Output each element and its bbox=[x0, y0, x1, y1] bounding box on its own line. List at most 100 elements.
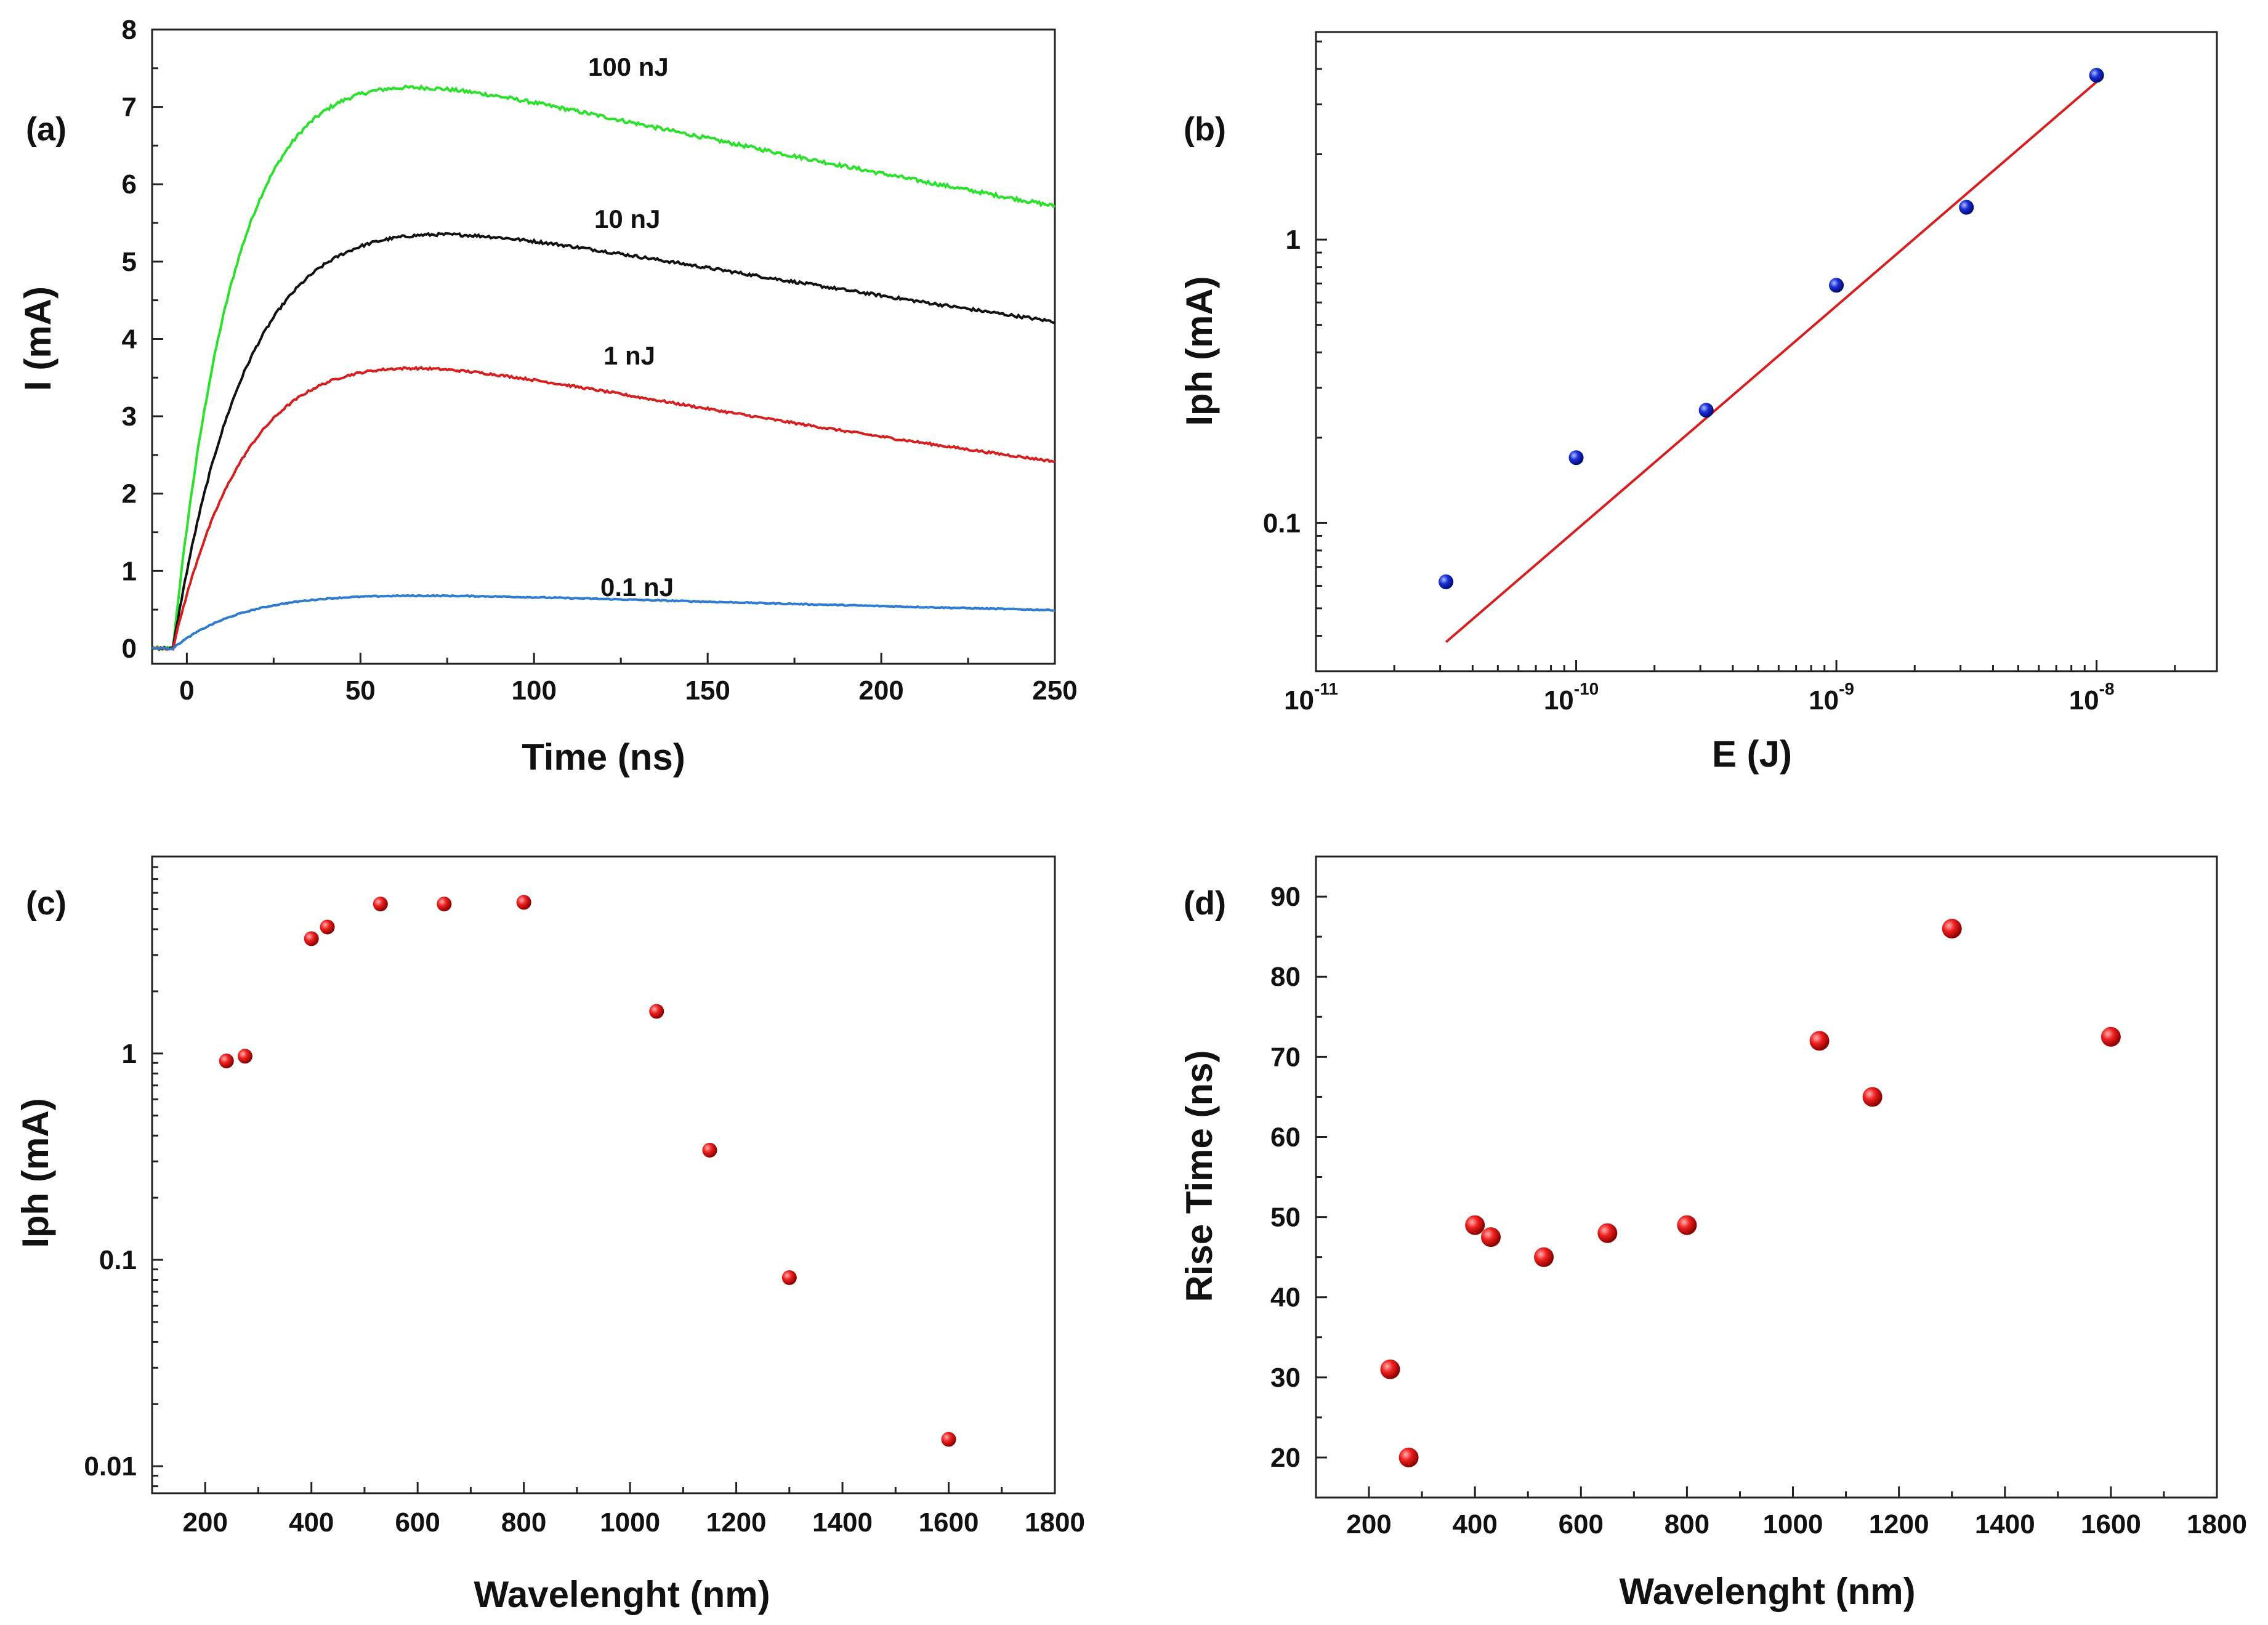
panel-d-frame bbox=[1315, 855, 2218, 1499]
panel-d-y-ticks: 20 30 40 50 60 70 80 90 bbox=[1270, 882, 1327, 1473]
panel-c-y-tick-label-0: 0.01 bbox=[84, 1451, 137, 1482]
panel-b-point-3 bbox=[1829, 278, 1844, 293]
panel-c-x-tick-label-1: 400 bbox=[289, 1507, 334, 1538]
panel-d-point-9 bbox=[1942, 919, 1962, 939]
panel-d-x-tick-label-4: 1000 bbox=[1763, 1509, 1823, 1539]
panel-c-point-6 bbox=[516, 895, 531, 910]
panel-a-label: (a) bbox=[26, 111, 67, 148]
panel-c-x-tick-label-5: 1200 bbox=[706, 1507, 767, 1538]
panel-a-series-line-2 bbox=[151, 366, 1055, 651]
panel-a-frame bbox=[151, 28, 1056, 665]
panel-d-x-tick-label-3: 800 bbox=[1665, 1509, 1709, 1539]
panel-d-point-10 bbox=[2101, 1026, 2121, 1047]
panel-d-point-7 bbox=[1809, 1031, 1830, 1051]
panel-c-points bbox=[219, 895, 956, 1447]
panel-d-x-ticks: 200 400 600 800 1000 1200 1400 1600 1800 bbox=[1315, 1486, 2247, 1539]
panel-c-point-10 bbox=[941, 1432, 956, 1447]
panel-b-point-0 bbox=[1439, 574, 1454, 589]
panel-a-y-tick-label-7: 7 bbox=[122, 92, 137, 123]
panel-a-x-tick-label-3: 150 bbox=[685, 675, 730, 706]
panel-b-point-4 bbox=[1959, 200, 1974, 215]
panel-d-x-tick-label-5: 1200 bbox=[1869, 1509, 1929, 1539]
panel-a-y-axis-label: I (mA) bbox=[17, 286, 59, 391]
panel-d-y-tick-label-2: 40 bbox=[1270, 1283, 1301, 1313]
panel-b-point-2 bbox=[1698, 403, 1714, 418]
panel-c-x-tick-label-4: 1000 bbox=[600, 1507, 660, 1538]
panel-b-fit bbox=[1445, 81, 2097, 643]
panel-c-point-3 bbox=[320, 919, 335, 935]
panel-d: (d) 200 400 600 800 1000 1200 1400 1600 1800 20 3… bbox=[1179, 855, 2247, 1612]
panel-b-x-tick-label-0: 10-11 bbox=[1284, 679, 1338, 716]
panel-a-x-tick-label-1: 50 bbox=[345, 675, 376, 706]
panel-a-y-tick-label-4: 4 bbox=[122, 324, 137, 354]
panel-a-x-tick-label-5: 250 bbox=[1032, 675, 1077, 706]
panel-d-x-tick-label-1: 400 bbox=[1452, 1509, 1497, 1539]
panel-b-y-ticks: 0.11 bbox=[1263, 40, 1327, 637]
panel-c-label: (c) bbox=[26, 885, 67, 922]
panel-c-y-axis-label: Iph (mA) bbox=[15, 1098, 56, 1248]
panel-d-points bbox=[1380, 919, 2121, 1467]
panel-a-x-tick-label-4: 200 bbox=[858, 675, 903, 706]
panel-c-x-tick-label-8: 1800 bbox=[1025, 1507, 1085, 1538]
panel-c-x-ticks: 200 400 600 800 1000 1200 1400 1600 1800 bbox=[151, 1482, 1085, 1538]
panel-d-x-tick-label-2: 600 bbox=[1559, 1509, 1604, 1539]
panel-c-point-4 bbox=[373, 897, 388, 912]
panel-c-frame bbox=[151, 855, 1056, 1494]
panel-a-series bbox=[151, 84, 1055, 651]
panel-d-point-5 bbox=[1597, 1223, 1618, 1243]
panel-c-point-2 bbox=[304, 931, 319, 946]
panel-c: (c) 200 400 600 800 1000 1200 1400 1600 1800 0.0… bbox=[15, 855, 1085, 1615]
panel-a-y-tick-label-2: 2 bbox=[122, 479, 137, 509]
panel-c-x-tick-label-7: 1600 bbox=[919, 1507, 979, 1538]
panel-c-x-tick-label-0: 200 bbox=[183, 1507, 228, 1538]
panel-b-frame bbox=[1315, 31, 2218, 672]
panel-d-point-2 bbox=[1465, 1215, 1485, 1235]
panel-d-point-1 bbox=[1398, 1447, 1419, 1467]
panel-d-x-tick-label-8: 1800 bbox=[2187, 1509, 2247, 1539]
panel-b-y-axis-label: Iph (mA) bbox=[1179, 276, 1220, 425]
panel-b-x-tick-label-3: 10-8 bbox=[2069, 679, 2115, 716]
panel-c-x-tick-label-6: 1400 bbox=[812, 1507, 873, 1538]
panel-a-series-line-3 bbox=[151, 594, 1055, 650]
panel-d-point-6 bbox=[1677, 1215, 1697, 1235]
panel-d-y-axis-label: Rise Time (ns) bbox=[1179, 1050, 1220, 1302]
panel-a: (a) 0 50 100 150 200 250 0 1 2 3 4 5 6 7 8 100 nJ 10 … bbox=[17, 15, 1078, 778]
panel-a-x-axis-label: Time (ns) bbox=[522, 736, 685, 778]
panel-c-point-0 bbox=[219, 1053, 234, 1068]
panel-c-x-axis-label: Wavelenght (nm) bbox=[474, 1574, 770, 1615]
panel-d-y-tick-label-1: 30 bbox=[1270, 1363, 1301, 1393]
panel-d-point-0 bbox=[1380, 1359, 1400, 1379]
panel-c-point-8 bbox=[702, 1142, 717, 1158]
panel-a-y-tick-label-6: 6 bbox=[122, 169, 137, 200]
panel-b-y-tick-label-0: 0.1 bbox=[1263, 508, 1301, 538]
panel-d-y-tick-label-4: 60 bbox=[1270, 1122, 1301, 1152]
panel-d-y-tick-label-5: 70 bbox=[1270, 1042, 1301, 1072]
panel-c-point-7 bbox=[649, 1004, 664, 1019]
panel-c-point-1 bbox=[237, 1049, 252, 1064]
panel-a-curve-label-3: 0.1 nJ bbox=[600, 573, 674, 602]
panel-b: (b) 10-11 10-10 10-9 10-8 0.11 E (J) Iph (m… bbox=[1179, 31, 2218, 775]
panel-a-x-tick-label-2: 100 bbox=[512, 675, 557, 706]
panel-a-y-tick-label-0: 0 bbox=[122, 634, 137, 664]
panel-a-series-line-1 bbox=[151, 232, 1055, 651]
panel-c-point-9 bbox=[781, 1270, 797, 1285]
panel-a-y-tick-label-3: 3 bbox=[122, 401, 137, 432]
panel-d-y-tick-label-7: 90 bbox=[1270, 882, 1301, 912]
panel-b-points bbox=[1439, 68, 2104, 589]
panel-c-y-ticks: 0.01 0.1 1 bbox=[84, 866, 163, 1488]
panel-d-label: (d) bbox=[1184, 885, 1226, 922]
panel-b-x-tick-label-2: 10-9 bbox=[1809, 679, 1854, 716]
panel-a-curve-label-2: 1 nJ bbox=[603, 341, 655, 370]
panel-d-point-8 bbox=[1862, 1087, 1883, 1107]
panel-c-y-tick-label-1: 0.1 bbox=[99, 1245, 137, 1275]
panel-a-y-ticks: 0 1 2 3 4 5 6 7 8 bbox=[122, 15, 163, 664]
panel-c-x-tick-label-2: 600 bbox=[395, 1507, 440, 1538]
panel-c-y-tick-label-2: 1 bbox=[122, 1039, 137, 1069]
panel-c-x-tick-label-3: 800 bbox=[501, 1507, 546, 1538]
panel-a-x-ticks: 0 50 100 150 200 250 bbox=[179, 653, 1078, 706]
panel-d-y-tick-label-3: 50 bbox=[1270, 1203, 1301, 1233]
panel-d-y-tick-label-0: 20 bbox=[1270, 1443, 1301, 1473]
panel-b-x-tick-label-1: 10-10 bbox=[1544, 679, 1599, 716]
panel-d-x-tick-label-0: 200 bbox=[1346, 1509, 1391, 1539]
